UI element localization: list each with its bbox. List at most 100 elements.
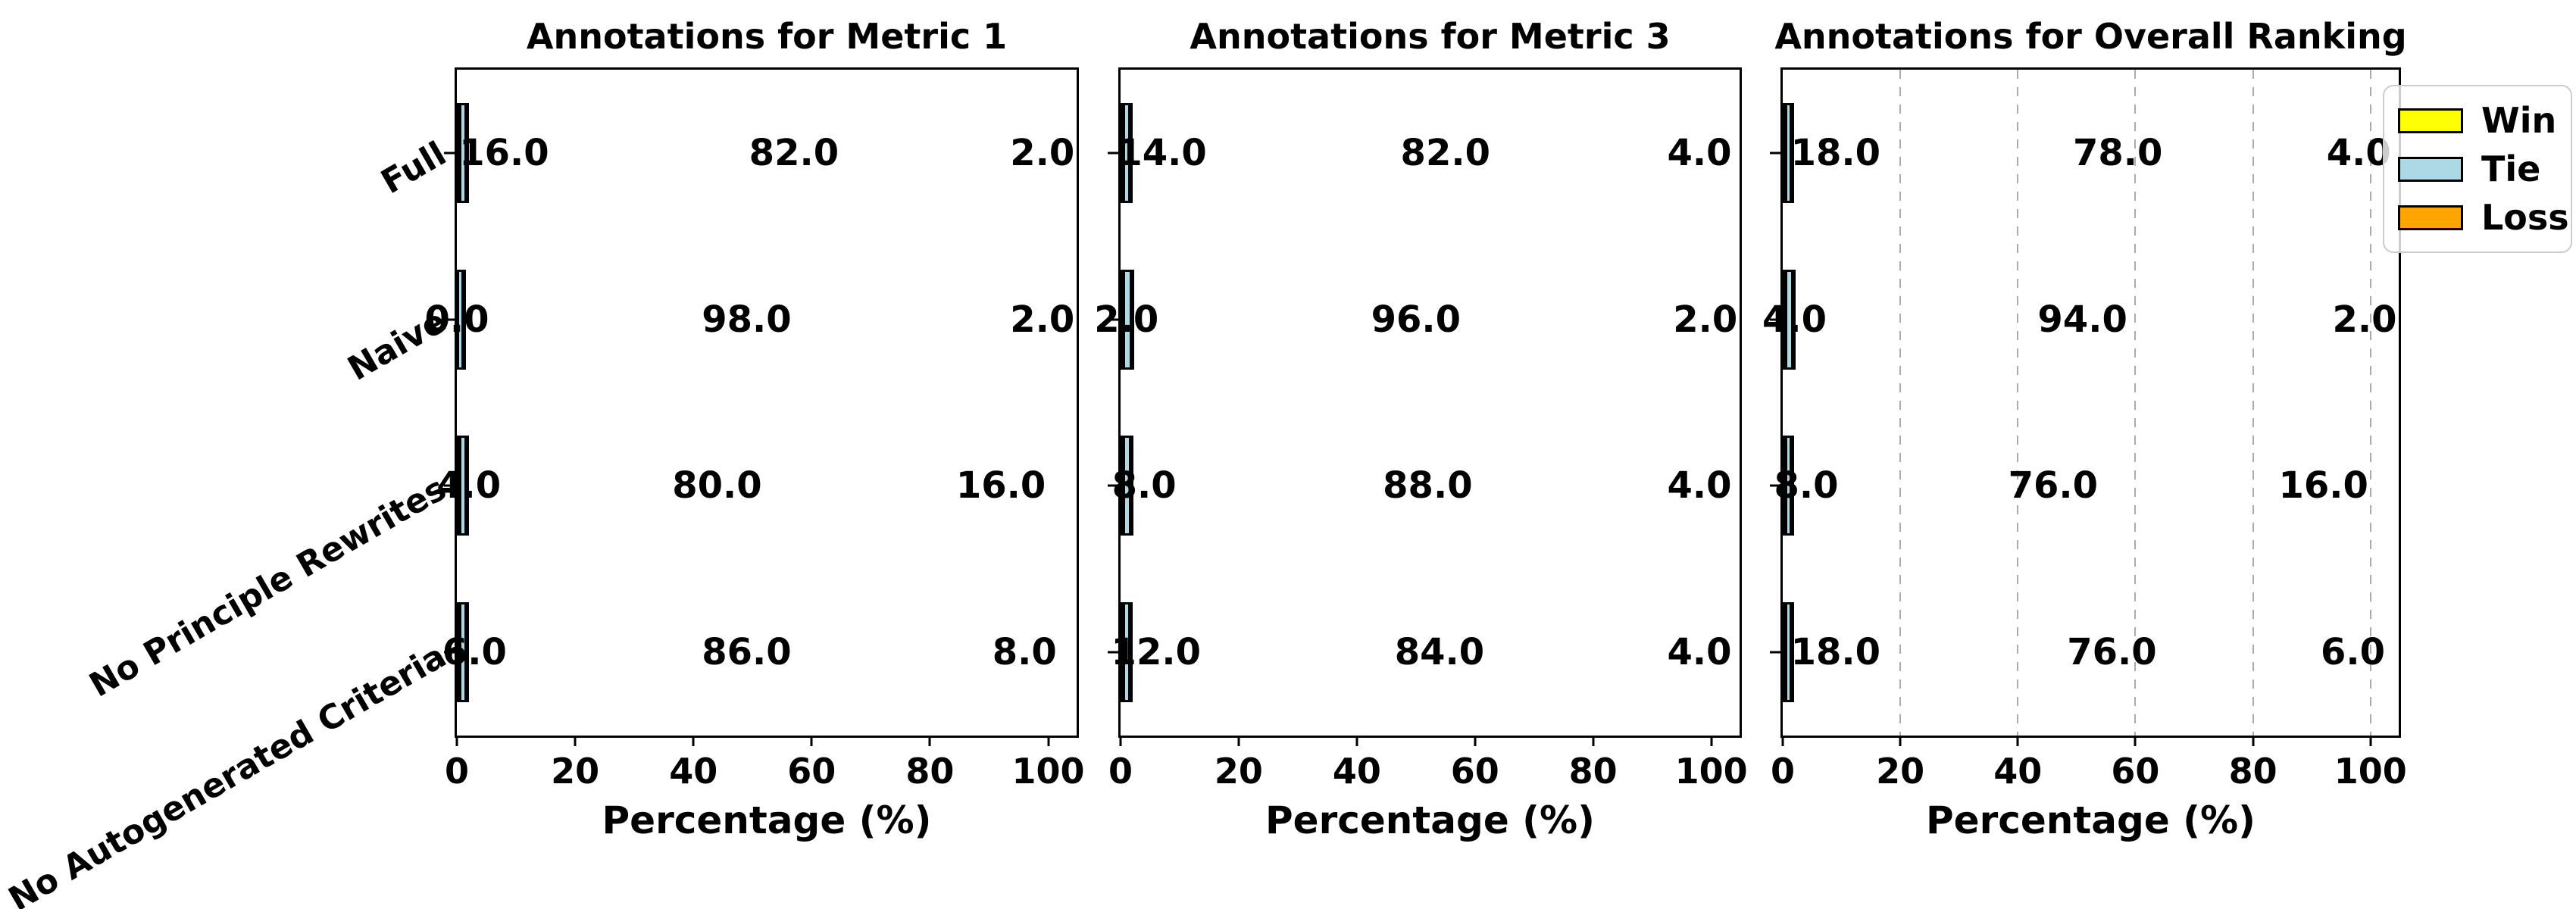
bar-segment-loss <box>1127 102 1133 203</box>
stacked-bar <box>457 269 466 370</box>
x-tick-mark <box>1119 736 1122 746</box>
bar-value-label: 4.0 <box>1667 464 1732 508</box>
bar-value-label: 78.0 <box>2072 131 2163 174</box>
y-tick-mark <box>444 651 455 654</box>
y-tick-mark <box>1770 651 1780 654</box>
y-tick-mark <box>1770 318 1780 321</box>
x-tick-label: 80 <box>1568 751 1618 792</box>
bar-segment-loss <box>464 602 470 703</box>
x-tick-label: 40 <box>669 751 718 792</box>
x-tick-label: 80 <box>905 751 955 792</box>
bar-segment-loss <box>1790 102 1795 203</box>
bar-value-label: 18.0 <box>1790 631 1881 674</box>
stacked-bar <box>1121 269 1134 370</box>
x-tick-label: 20 <box>1214 751 1263 792</box>
x-tick-mark <box>2016 736 2019 746</box>
x-tick-mark <box>455 736 458 746</box>
bar-value-label: 84.0 <box>1394 631 1485 674</box>
y-tick-mark <box>1108 484 1118 487</box>
panel-title: Annotations for Metric 3 <box>1190 16 1671 57</box>
x-tick-mark <box>1355 736 1358 746</box>
x-tick-label: 20 <box>551 751 600 792</box>
y-tick-mark <box>444 152 455 155</box>
x-axis-label: Percentage (%) <box>1926 798 2256 842</box>
legend: Win Tie Loss <box>2383 85 2572 253</box>
x-tick-mark <box>1781 736 1784 746</box>
bar-value-label: 2.0 <box>1094 298 1159 341</box>
plot-area: 14.0 82.0 4.0 2.0 96.0 2.0 8.0 88.0 4.0 12.0 84.0 4… <box>1094 67 1748 789</box>
x-tick-label: 100 <box>2334 751 2407 792</box>
bar-segment-loss <box>1128 602 1133 703</box>
data-units-layer: 14.0 82.0 4.0 2.0 96.0 2.0 8.0 88.0 4.0 12.0 84.0 4… <box>1094 70 1748 789</box>
bar-value-label: 18.0 <box>1790 131 1881 174</box>
bar-value-label: 2.0 <box>1010 298 1075 341</box>
stacked-bar <box>1783 102 1795 203</box>
legend-item-win: Win <box>2398 103 2557 138</box>
bar-value-label: 2.0 <box>2332 298 2397 341</box>
x-axis-label: Percentage (%) <box>1265 798 1595 842</box>
x-tick-mark <box>1899 736 1902 746</box>
bar-value-label: 4.0 <box>436 464 502 508</box>
stacked-bar <box>1121 436 1133 536</box>
bar-value-label: 82.0 <box>1400 131 1490 174</box>
stacked-bar <box>1783 269 1796 370</box>
x-tick-label: 100 <box>1674 751 1748 792</box>
stacked-bar <box>1783 436 1795 536</box>
legend-item-tie: Tie <box>2398 152 2557 186</box>
bar-value-label: 4.0 <box>1667 131 1732 174</box>
plot-area: 16.0 82.0 2.0 0.0 98.0 2.0 4.0 80.0 16.0 6.0 86.0 8… <box>424 67 1085 789</box>
legend-swatch-loss <box>2398 205 2463 230</box>
x-axis-label: Percentage (%) <box>602 798 932 842</box>
bar-segment-loss <box>1791 269 1796 370</box>
bar-value-label: 0.0 <box>424 298 489 341</box>
data-units-layer: 16.0 82.0 2.0 0.0 98.0 2.0 4.0 80.0 16.0 6.0 86.0 8… <box>424 70 1085 789</box>
bar-segment-loss <box>461 269 466 370</box>
x-tick-label: 40 <box>1993 751 2043 792</box>
legend-swatch-win <box>2398 108 2463 133</box>
bar-value-label: 96.0 <box>1371 298 1461 341</box>
x-tick-label: 0 <box>444 751 470 792</box>
bar-segment-loss <box>1790 602 1795 703</box>
legend-item-loss: Loss <box>2398 200 2569 235</box>
x-tick-label: 0 <box>1108 751 1133 792</box>
y-tick-mark <box>1108 152 1118 155</box>
x-tick-mark <box>810 736 813 746</box>
x-tick-label: 100 <box>1011 751 1085 792</box>
gridline <box>2252 70 2254 736</box>
y-tick-mark <box>1770 152 1780 155</box>
x-tick-mark <box>928 736 931 746</box>
bar-segment-loss <box>1790 436 1795 536</box>
bar-value-label: 6.0 <box>2320 631 2385 674</box>
bar-value-label: 86.0 <box>702 631 792 674</box>
x-tick-mark <box>1237 736 1240 746</box>
x-tick-mark <box>2369 736 2372 746</box>
bar-value-label: 94.0 <box>2037 298 2127 341</box>
bar-value-label: 76.0 <box>2067 631 2157 674</box>
x-tick-label: 40 <box>1332 751 1381 792</box>
bar-value-label: 16.0 <box>955 464 1046 508</box>
x-tick-mark <box>2252 736 2255 746</box>
legend-label: Loss <box>2481 197 2569 238</box>
bar-value-label: 80.0 <box>672 464 762 508</box>
gridline <box>2134 70 2137 736</box>
x-tick-label: 20 <box>1876 751 1925 792</box>
panel-title: Annotations for Metric 1 <box>526 16 1008 57</box>
bar-value-label: 2.0 <box>1010 131 1075 174</box>
x-tick-label: 60 <box>2111 751 2160 792</box>
bar-value-label: 8.0 <box>1111 464 1177 508</box>
legend-label: Tie <box>2481 148 2541 189</box>
y-tick-mark <box>1770 484 1780 487</box>
y-tick-mark <box>1108 318 1118 321</box>
bar-value-label: 8.0 <box>1774 464 1839 508</box>
bar-value-label: 6.0 <box>442 631 507 674</box>
stacked-bar <box>1121 102 1133 203</box>
y-tick-mark <box>1108 651 1118 654</box>
x-tick-mark <box>2134 736 2137 746</box>
subplot-panel: Annotations for Metric 1 16.0 82.0 2.0 0.0 98… <box>424 16 1085 839</box>
x-tick-label: 60 <box>1450 751 1499 792</box>
bar-value-label: 88.0 <box>1383 464 1473 508</box>
x-tick-mark <box>574 736 577 746</box>
x-tick-mark <box>1710 736 1713 746</box>
stacked-bar <box>1121 602 1133 703</box>
